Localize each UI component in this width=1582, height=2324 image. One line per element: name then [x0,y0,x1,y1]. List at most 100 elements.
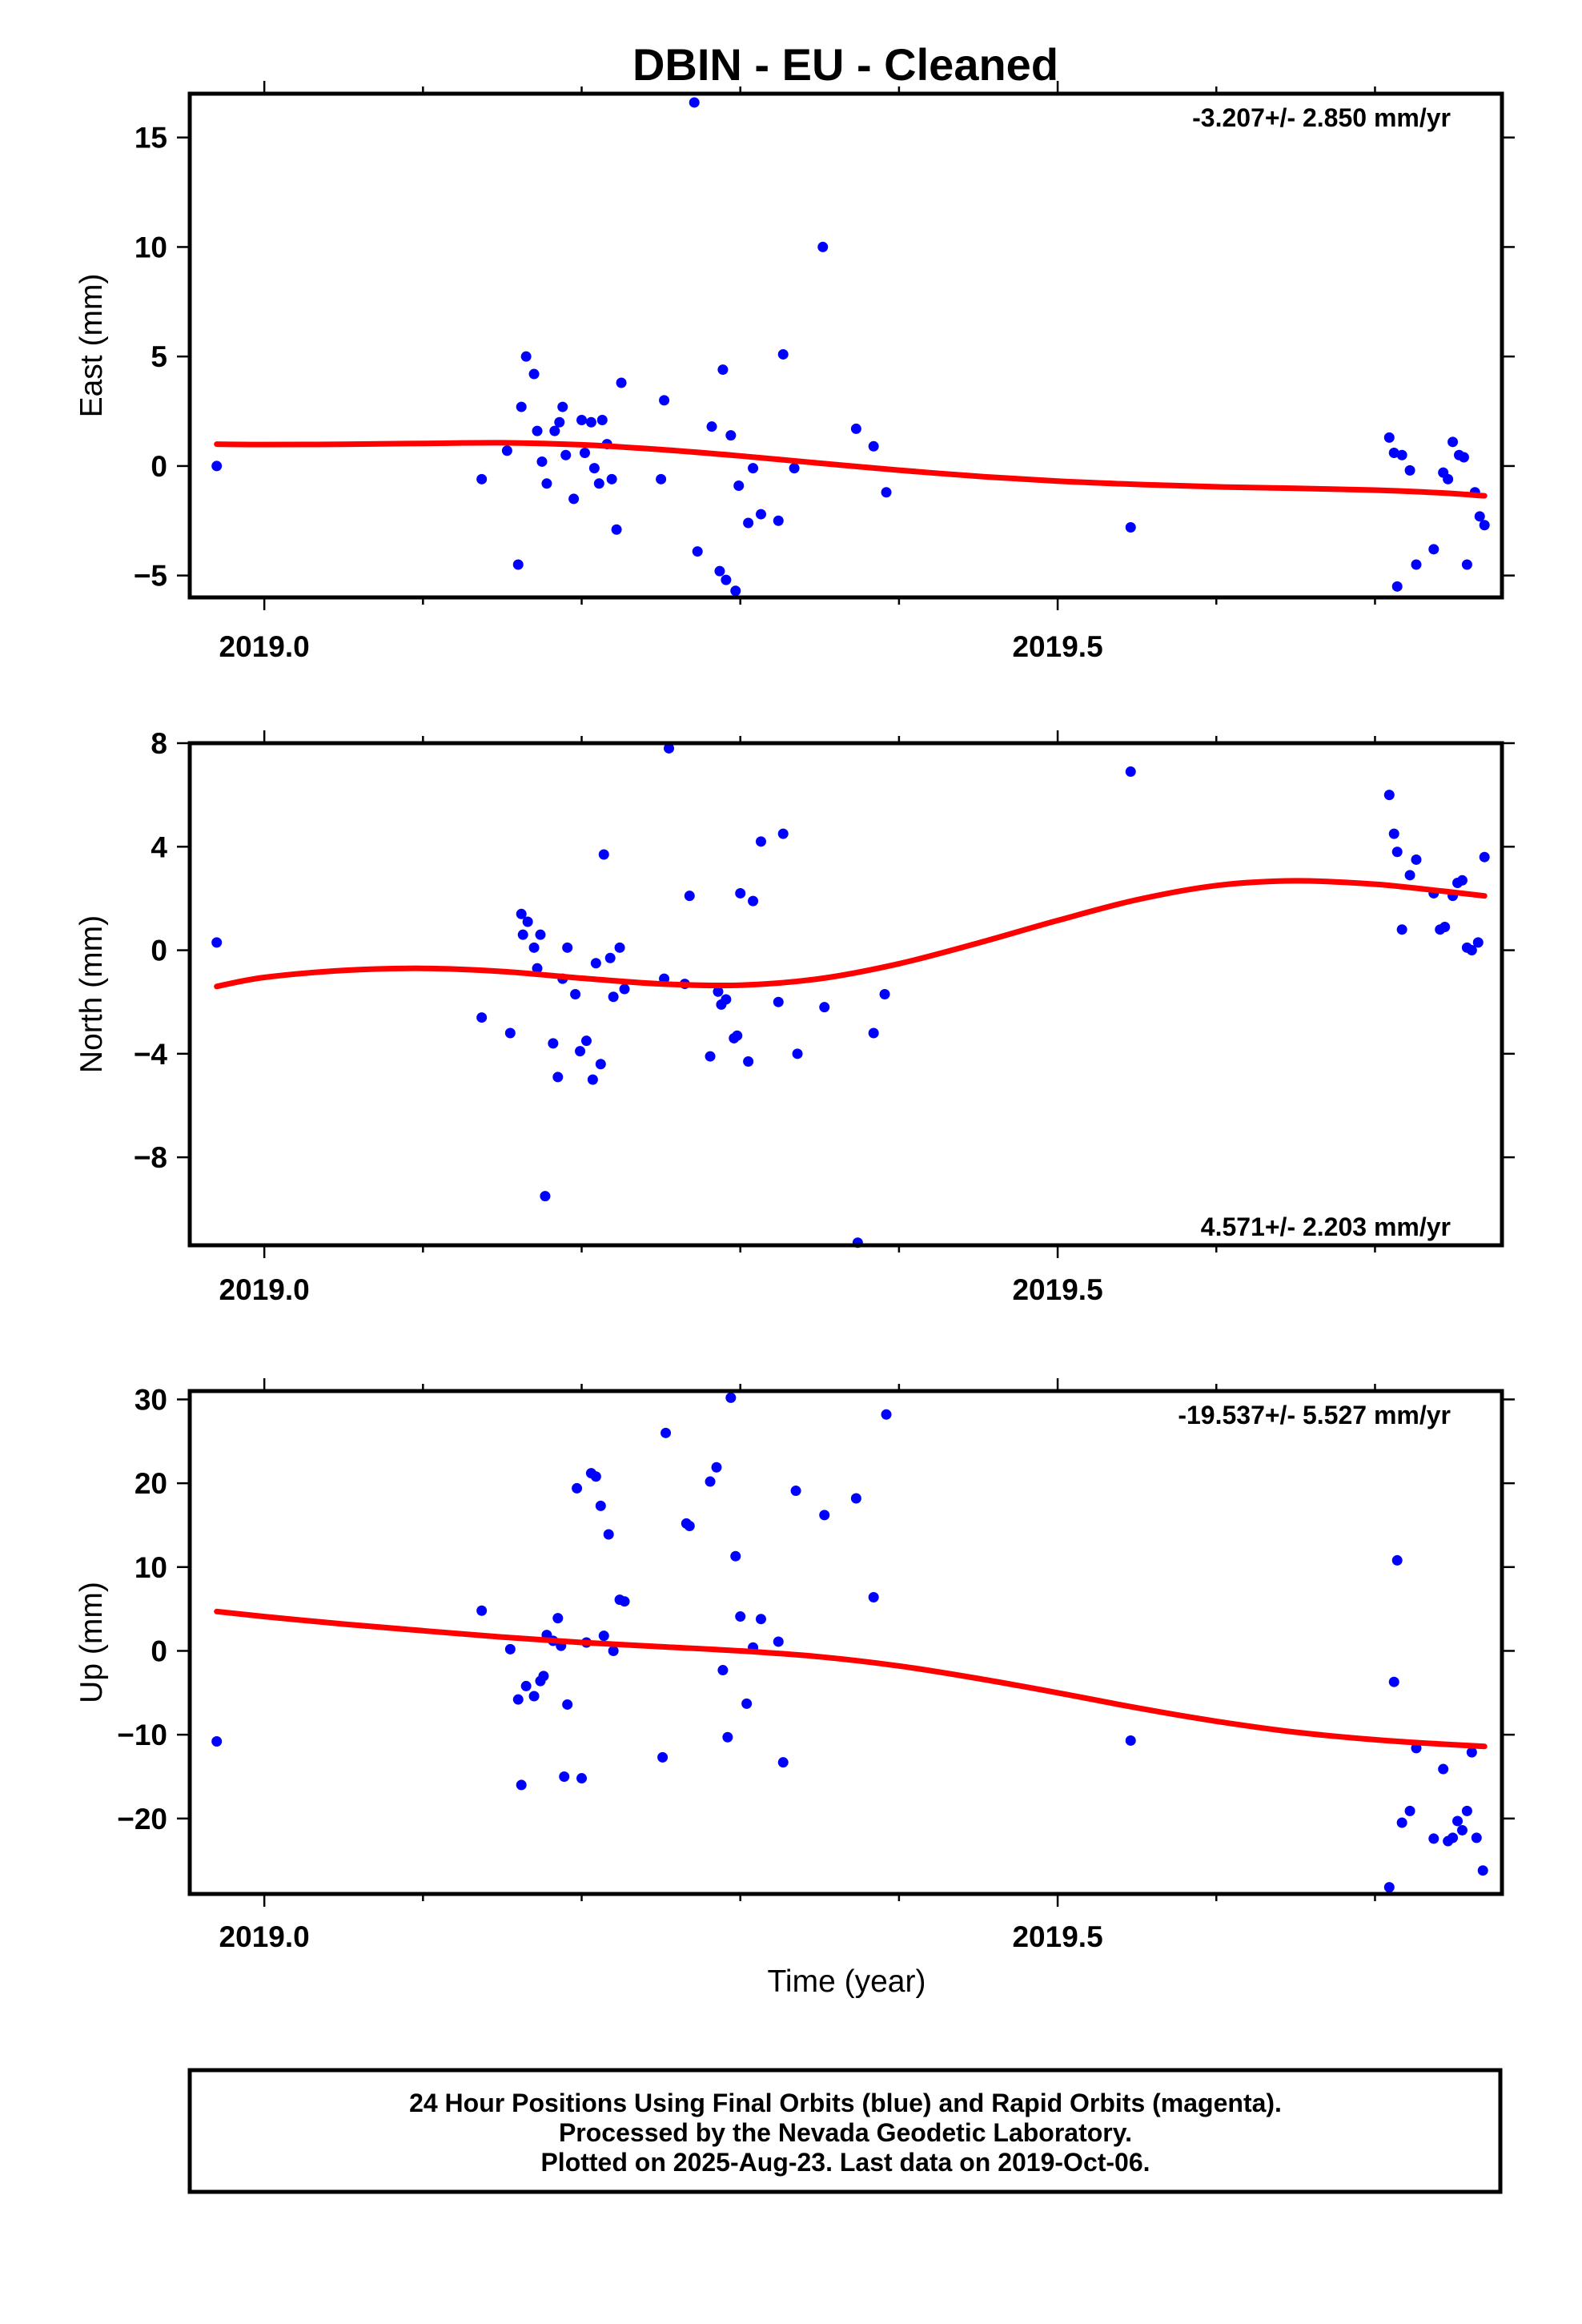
data-point [595,1059,606,1070]
data-point [1125,521,1136,533]
data-point [692,546,703,557]
data-point [520,351,532,362]
panel-1: 15 10 5 0 −5 2019.0 2019.5 -3.207+/- 2.850 mm/y… [74,81,1515,663]
data-point [501,445,512,456]
data-point [557,401,568,412]
data-point [476,1605,488,1616]
data-point [619,1596,630,1607]
data-point [516,908,527,919]
data-point [868,1591,879,1602]
data-point [1404,870,1415,881]
data-point [614,942,625,953]
data-point [541,478,552,489]
data-point [868,1027,879,1039]
y-tick-label: 4 [151,830,167,863]
data-point [1456,1824,1468,1835]
data-point [590,958,601,969]
data-point [554,416,565,428]
data-point [595,1500,606,1511]
data-point [1125,766,1136,778]
rate-annotation: -3.207+/- 2.850 mm/yr [1192,103,1451,132]
data-point [522,916,533,927]
data-point [619,983,630,995]
rate-annotation: -19.537+/- 5.527 mm/yr [1178,1401,1451,1429]
data-point [532,963,543,974]
data-point [587,1074,598,1085]
data-point [755,1614,766,1625]
data-point [1411,559,1422,570]
data-point [850,1493,861,1504]
data-point [706,421,717,432]
data-point [1391,581,1403,592]
data-point [559,1771,570,1782]
data-point [576,1773,588,1784]
y-tick-label: −10 [117,1719,167,1751]
data-point [535,929,546,940]
data-point [1438,1763,1449,1775]
data-point [603,1529,614,1540]
data-point [585,416,596,428]
data-point [659,395,670,406]
data-point [1391,1554,1403,1566]
data-point [721,994,732,1005]
data-point [576,414,588,425]
fit-curve [214,440,1488,499]
y-tick-label: 10 [135,231,167,263]
data-point [540,1191,551,1202]
data-point [773,996,784,1007]
data-point [732,1030,743,1041]
data-point [1428,544,1439,555]
data-point [730,585,741,597]
x-axis-label: Time (year) [768,1964,926,1999]
data-point [789,463,800,474]
data-point [1477,1865,1488,1876]
data-point [705,1051,716,1062]
footer-border [187,2068,1503,2194]
y-tick-label: 0 [151,1634,167,1667]
data-point [1456,875,1468,886]
data-point [552,1613,564,1624]
data-point [552,1072,564,1083]
data-point [606,473,617,485]
data-point [1461,559,1472,570]
data-point [1479,851,1490,862]
y-tick-label: −5 [134,560,167,593]
rate-annotation: 4.571+/- 2.203 mm/yr [1201,1212,1451,1241]
data-point [1447,436,1459,448]
data-point [1404,464,1415,476]
data-point [1396,924,1407,935]
data-point [1391,846,1403,858]
data-point [850,423,861,434]
data-point [579,448,590,459]
y-tick-label: 0 [151,935,167,967]
data-point [743,1056,754,1068]
y-tick-label: 15 [135,122,167,155]
data-point [657,1751,669,1763]
data-point [773,515,784,526]
data-point [705,1476,716,1487]
y-tick-label: −20 [117,1803,167,1835]
data-point [689,97,700,108]
data-point [211,937,223,948]
x-tick-label: 2019.5 [1012,1273,1102,1306]
data-point [717,1665,729,1676]
footer-line-1: 24 Hour Positions Using Final Orbits (bl… [409,2089,1282,2117]
panel-2: 8 4 0 −4 −8 2019.0 2019.5 4.571+/- 2.203 mm/yr N… [74,727,1515,1306]
data-point [1479,520,1490,531]
data-point [608,991,619,1003]
data-point [590,1471,601,1482]
data-point [755,509,766,520]
data-point [596,414,608,425]
data-point [1383,790,1395,801]
data-point [1383,432,1395,443]
data-point [1388,448,1399,459]
y-tick-label: 5 [151,340,167,373]
data-point [773,1636,784,1647]
data-point [1439,921,1451,932]
data-point [536,456,548,467]
data-point [743,517,754,529]
figure-title: DBIN - EU - Cleaned [632,39,1058,90]
data-point [549,425,560,436]
data-point [1125,1735,1136,1746]
